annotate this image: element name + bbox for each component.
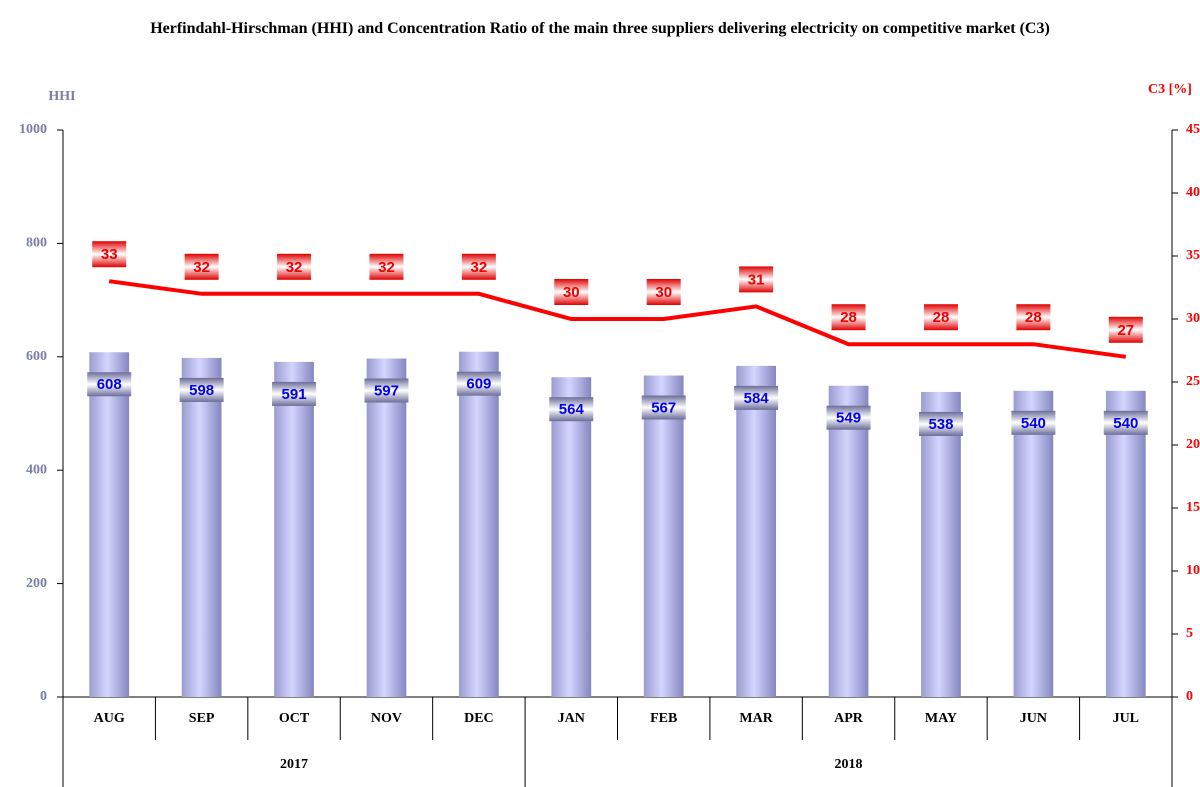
value-label: 538 — [928, 416, 953, 433]
y2-tick-label: 35 — [1186, 248, 1200, 263]
x-tick-label: JAN — [558, 711, 585, 726]
bar — [828, 385, 869, 697]
value-label: 32 — [378, 259, 395, 276]
value-label-box — [87, 372, 132, 397]
y2-tick-label: 0 — [1186, 689, 1193, 704]
y2-tick-label: 5 — [1186, 626, 1193, 641]
line — [108, 279, 1127, 359]
bar — [181, 357, 222, 697]
y2-tick-label: 25 — [1186, 374, 1200, 389]
value-label-box — [92, 241, 127, 268]
value-label-box — [272, 381, 317, 406]
value-label: 28 — [840, 309, 857, 326]
value-label-box — [646, 279, 681, 305]
value-label-box — [1016, 304, 1051, 331]
year-label: 2018 — [835, 757, 863, 772]
value-label: 32 — [286, 259, 303, 276]
value-label: 609 — [466, 376, 491, 393]
y2-tick-label: 45 — [1186, 122, 1200, 137]
y2-tick-label: 20 — [1186, 437, 1200, 452]
y-tick-label: 1000 — [19, 122, 47, 137]
value-label-box — [734, 385, 779, 410]
value-label-box — [184, 253, 219, 280]
value-label-box — [277, 253, 312, 280]
bar — [921, 391, 961, 697]
value-label-box — [369, 253, 404, 280]
y-tick-label: 0 — [40, 689, 47, 704]
value-label-box — [461, 253, 496, 280]
y-tick-label: 400 — [26, 462, 47, 477]
x-tick-label: SEP — [189, 711, 215, 726]
x-tick-label: DEC — [464, 711, 494, 726]
value-label: 31 — [748, 271, 765, 288]
y2-tick-label: 30 — [1186, 311, 1200, 326]
value-label: 33 — [101, 246, 118, 263]
value-label: 30 — [563, 284, 580, 301]
value-label-box — [831, 304, 866, 331]
value-label: 32 — [193, 259, 210, 276]
bar — [1013, 390, 1054, 697]
value-label: 598 — [189, 382, 214, 399]
value-label: 591 — [282, 386, 307, 403]
value-label-box — [641, 395, 686, 420]
y2-tick-label: 15 — [1186, 500, 1200, 515]
value-label-box — [739, 266, 774, 293]
bar — [459, 351, 499, 697]
value-label-box — [549, 397, 594, 422]
chart-title: Herfindahl-Hirschman (HHI) and Concentra… — [150, 20, 1050, 37]
value-label-box — [456, 371, 501, 396]
value-label: 28 — [1025, 309, 1042, 326]
bar — [274, 361, 314, 697]
value-label: 564 — [559, 401, 585, 418]
value-label: 584 — [744, 390, 770, 407]
x-tick-label: OCT — [279, 711, 310, 726]
bar — [643, 375, 684, 697]
value-label-box — [1103, 410, 1148, 435]
x-tick-label: MAR — [739, 711, 773, 726]
value-label: 540 — [1021, 415, 1046, 432]
value-label-box — [826, 405, 871, 430]
value-label-box — [1108, 316, 1143, 343]
y-tick-label: 800 — [26, 236, 47, 251]
y2-tick-label: 40 — [1186, 185, 1200, 200]
y-tick-label: 200 — [26, 576, 47, 591]
x-tick-label: JUN — [1020, 711, 1047, 726]
x-tick-label: APR — [834, 711, 864, 726]
value-label-box — [923, 304, 958, 331]
value-label: 597 — [374, 382, 399, 399]
value-label: 549 — [836, 410, 861, 427]
value-label: 608 — [97, 376, 122, 393]
y-axis-title: HHI — [48, 89, 75, 104]
x-tick-label: NOV — [371, 711, 402, 726]
y-tick-label: 600 — [26, 349, 47, 364]
value-label: 28 — [933, 309, 950, 326]
y2-tick-label: 10 — [1186, 563, 1200, 578]
year-label: 2017 — [280, 757, 308, 772]
value-label: 32 — [471, 259, 488, 276]
value-label: 567 — [651, 399, 676, 416]
value-label-box — [918, 411, 963, 436]
x-tick-label: AUG — [94, 711, 125, 726]
bar — [89, 352, 130, 697]
x-tick-label: FEB — [650, 711, 677, 726]
value-label-box — [1011, 410, 1056, 435]
value-label-box — [179, 377, 224, 402]
value-label: 27 — [1117, 322, 1134, 339]
value-label: 540 — [1113, 415, 1138, 432]
x-tick-label: JUL — [1113, 711, 1139, 726]
value-label-box — [364, 378, 409, 403]
bar — [736, 365, 776, 697]
bar — [551, 377, 592, 697]
x-tick-label: MAY — [925, 711, 957, 726]
bar — [366, 358, 407, 697]
y2-axis-title: C3 [%] — [1148, 82, 1192, 97]
bar — [1105, 390, 1146, 697]
value-label: 30 — [655, 284, 672, 301]
value-label-box — [554, 279, 589, 305]
